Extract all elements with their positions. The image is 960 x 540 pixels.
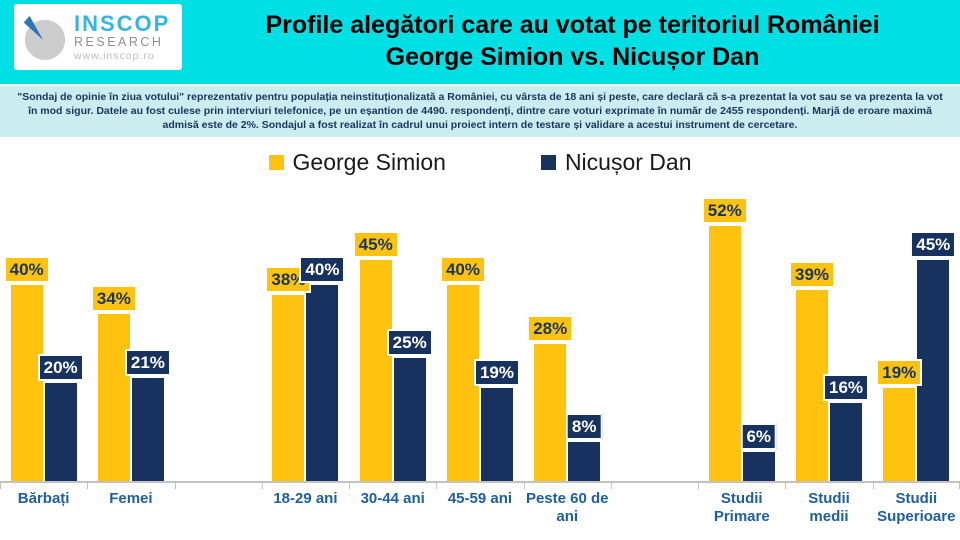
- category-label-peste-60-de-ani: Peste 60 de ani: [525, 489, 609, 526]
- category-label-barbati: Bărbați: [17, 489, 70, 507]
- category-cell-peste-60-de-ani: 28% 8% Peste 60 de ani: [523, 189, 611, 528]
- value-label-nicusor-dan-30-44-ani: 25%: [386, 328, 433, 356]
- chart-legend: George Simion Nicușor Dan: [0, 137, 960, 189]
- bar-george-simion-barbati: 40%: [3, 255, 50, 481]
- value-label-nicusor-dan-45-59-ani: 19%: [473, 358, 520, 386]
- axis-tick: [610, 482, 612, 489]
- category-cell-studii-primare: 52% 6% Studii Primare: [698, 189, 786, 528]
- bar-george-simion-30-44-ani: 45%: [352, 230, 399, 481]
- category-cell-studii-superioare: 19% 45% Studii Superioare: [872, 189, 960, 528]
- bar-pair-studii-medii: 39% 16%: [785, 189, 873, 483]
- value-label-nicusor-dan-peste-60-de-ani: 8%: [565, 412, 603, 440]
- legend-label-george-simion: George Simion: [292, 149, 446, 176]
- category-label-empty: [611, 483, 698, 490]
- axis-tick: [872, 482, 874, 489]
- bar-nicusor-dan-18-29-ani: 40%: [299, 255, 346, 481]
- page-title: Profile alegători care au votat pe terit…: [185, 0, 960, 73]
- category-label-empty: [175, 483, 262, 490]
- bar-nicusor-dan-peste-60-de-ani: 8%: [565, 412, 603, 481]
- value-label-nicusor-dan-studii-superioare: 45%: [910, 230, 957, 258]
- value-label-george-simion-peste-60-de-ani: 28%: [527, 314, 574, 342]
- logo-url: www.inscop.ro: [74, 49, 155, 62]
- category-label-studii-superioare: Studii Superioare: [877, 489, 956, 526]
- bar-george-simion-45-59-ani: 40%: [439, 255, 486, 481]
- category-label-studii-medii: Studii medii: [808, 489, 850, 526]
- legend-label-nicusor-dan: Nicușor Dan: [564, 149, 692, 176]
- value-label-george-simion-30-44-ani: 45%: [352, 230, 399, 258]
- bar-george-simion-studii-superioare: 19%: [876, 358, 923, 481]
- axis-tick: [0, 482, 1, 489]
- category-cell-18-29-ani: 38% 40% 18-29 ani: [261, 189, 350, 528]
- category-cell-45-59-ani: 40% 19% 45-59 ani: [436, 189, 524, 528]
- category-cell-studii-medii: 39% 16% Studii medii: [785, 189, 873, 528]
- bar-pair-30-44-ani: 45% 25%: [349, 189, 437, 483]
- bar-pair-studii-primare: 52% 6%: [698, 189, 786, 483]
- bar-george-simion-18-29-ani: 38%: [265, 265, 312, 481]
- bar-nicusor-dan-barbati: 20%: [37, 353, 84, 481]
- value-label-nicusor-dan-18-29-ani: 40%: [299, 255, 346, 283]
- logo-subtitle: RESEARCH: [74, 35, 164, 49]
- bar-nicusor-dan-studii-superioare: 45%: [910, 230, 957, 481]
- value-label-nicusor-dan-studii-primare: 6%: [740, 422, 778, 450]
- bar-pair-empty: [610, 189, 699, 483]
- value-label-george-simion-studii-superioare: 19%: [876, 358, 923, 386]
- category-cell-30-44-ani: 45% 25% 30-44 ani: [349, 189, 437, 528]
- logo-name: INSCOP: [74, 11, 171, 36]
- value-label-george-simion-femei: 34%: [90, 284, 137, 312]
- axis-tick: [174, 482, 176, 489]
- value-label-george-simion-studii-medii: 39%: [789, 260, 836, 288]
- page-title-line2: George Simion vs. Nicușor Dan: [385, 43, 760, 71]
- bar-pair-studii-superioare: 19% 45%: [872, 189, 960, 483]
- legend-swatch-george-simion: [268, 155, 284, 171]
- page-title-line1: Profile alegători care au votat pe terit…: [265, 11, 880, 39]
- value-label-george-simion-studii-primare: 52%: [701, 196, 748, 224]
- inscop-logo-clock-icon: [23, 15, 66, 61]
- category-label-45-59-ani: 45-59 ani: [447, 489, 513, 507]
- axis-tick: [698, 482, 700, 489]
- bar-pair-peste-60-de-ani: 28% 8%: [523, 189, 611, 483]
- category-cell-femei: 34% 21% Femei: [87, 189, 175, 528]
- axis-tick: [261, 482, 263, 489]
- bar-nicusor-dan-femei: 21%: [124, 348, 171, 481]
- inscop-logo: INSCOP RESEARCH www.inscop.ro: [14, 4, 182, 70]
- axis-tick: [958, 482, 960, 489]
- value-label-nicusor-dan-femei: 21%: [124, 348, 171, 376]
- bar-george-simion-studii-primare: 52%: [701, 196, 748, 481]
- separator-cell: [174, 189, 262, 528]
- category-label-studii-primare: Studii Primare: [713, 489, 770, 526]
- axis-tick: [785, 482, 787, 489]
- bar-pair-femei: 34% 21%: [87, 189, 175, 483]
- inscop-logo-text: INSCOP RESEARCH www.inscop.ro: [74, 13, 170, 61]
- bar-pair-45-59-ani: 40% 19%: [436, 189, 524, 483]
- legend-item-nicusor-dan: Nicușor Dan: [540, 149, 692, 176]
- bar-pair-barbati: 40% 20%: [0, 189, 88, 483]
- bar-pair-empty: [174, 189, 262, 483]
- value-label-nicusor-dan-studii-medii: 16%: [823, 373, 870, 401]
- axis-tick: [436, 482, 438, 489]
- bar-george-simion-peste-60-de-ani: 28%: [527, 314, 574, 481]
- bar-nicusor-dan-45-59-ani: 19%: [473, 358, 520, 481]
- bar-pair-18-29-ani: 38% 40%: [261, 189, 350, 483]
- legend-item-george-simion: George Simion: [268, 149, 446, 176]
- category-label-18-29-ani: 18-29 ani: [273, 489, 338, 507]
- axis-tick: [87, 482, 89, 489]
- value-label-george-simion-45-59-ani: 40%: [439, 255, 486, 283]
- value-label-george-simion-barbati: 40%: [3, 255, 50, 283]
- category-label-femei: Femei: [109, 489, 153, 507]
- bar-george-simion-femei: 34%: [90, 284, 137, 481]
- header: INSCOP RESEARCH www.inscop.ro Profile al…: [0, 0, 960, 84]
- axis-tick: [349, 482, 351, 489]
- value-label-nicusor-dan-barbati: 20%: [37, 353, 84, 381]
- category-label-30-44-ani: 30-44 ani: [360, 489, 425, 507]
- bar-nicusor-dan-30-44-ani: 25%: [386, 328, 433, 481]
- bar-nicusor-dan-studii-medii: 16%: [823, 373, 870, 481]
- methodology-note: "Sondaj de opinie în ziua votului" repre…: [0, 84, 960, 137]
- category-cell-barbati: 40% 20% Bărbați: [0, 189, 88, 528]
- bar-nicusor-dan-studii-primare: 6%: [740, 422, 778, 481]
- axis-tick: [523, 482, 525, 489]
- grouped-bar-chart: 40% 20% Bărbați 34% 21% Femei 38% 40% 18-29 ani 4…: [0, 189, 960, 528]
- bar-george-simion-studii-medii: 39%: [789, 260, 836, 481]
- legend-swatch-nicusor-dan: [540, 155, 556, 171]
- separator-cell: [610, 189, 699, 528]
